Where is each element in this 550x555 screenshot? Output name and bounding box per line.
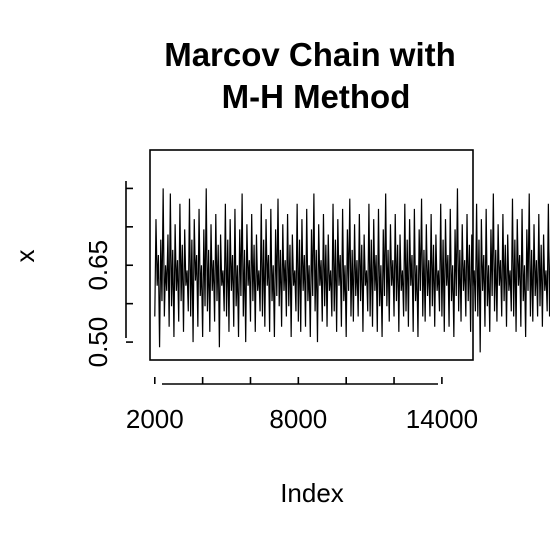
x-axis-label: Index: [280, 478, 344, 508]
chart-title-line-1: Marcov Chain with: [164, 36, 456, 73]
y-tick-label: 0.50: [83, 317, 113, 368]
x-tick-label: 8000: [269, 404, 327, 434]
y-axis-label: x: [10, 250, 40, 263]
x-tick-label: 14000: [406, 404, 478, 434]
y-tick-label: 0.65: [83, 240, 113, 291]
chart-title-line-2: M-H Method: [222, 78, 411, 115]
y-axis: [125, 181, 133, 343]
series-line: [154, 188, 550, 353]
x-tick-labels: 2000 8000 14000: [126, 404, 478, 434]
y-tick-labels: 0.50 0.65: [83, 240, 113, 367]
x-tick-label: 2000: [126, 404, 184, 434]
x-axis: [153, 377, 443, 385]
plot-frame: [149, 149, 474, 361]
